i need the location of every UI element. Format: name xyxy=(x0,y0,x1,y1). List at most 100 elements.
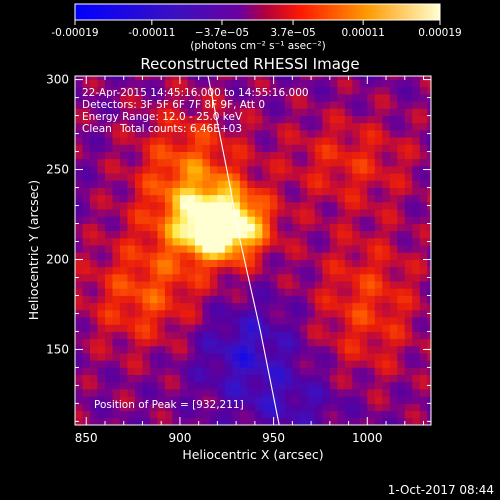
heatmap-cell xyxy=(194,129,203,138)
heatmap-cell xyxy=(292,317,301,325)
heatmap-cell xyxy=(224,345,233,354)
heatmap-cell xyxy=(374,324,383,332)
heatmap-cell xyxy=(419,209,428,217)
heatmap-cell xyxy=(412,237,421,246)
heatmap-cell xyxy=(202,180,211,188)
heatmap-cell xyxy=(329,410,338,419)
heatmap-cell xyxy=(269,295,278,304)
heatmap-cell xyxy=(307,165,316,174)
heatmap-cell xyxy=(142,417,151,425)
heatmap-cell xyxy=(142,381,151,390)
heatmap-cell xyxy=(179,144,188,152)
heatmap-cell xyxy=(149,331,158,340)
heatmap-cell xyxy=(269,302,278,311)
heatmap-cell xyxy=(404,345,413,354)
heatmap-cell xyxy=(374,396,383,404)
heatmap-cell xyxy=(232,381,241,390)
heatmap-cell xyxy=(337,173,346,181)
heatmap-cell xyxy=(329,266,338,275)
heatmap-cell xyxy=(254,353,263,361)
heatmap-cell xyxy=(397,417,406,425)
heatmap-cell xyxy=(82,259,91,268)
heatmap-cell xyxy=(344,137,353,145)
heatmap-cell xyxy=(389,417,398,425)
heatmap-cell xyxy=(374,223,383,232)
heatmap-cell xyxy=(269,209,278,217)
heatmap-cell xyxy=(164,367,173,376)
heatmap-cell xyxy=(104,216,113,224)
heatmap-cell xyxy=(337,237,346,246)
heatmap-cell xyxy=(209,360,218,368)
heatmap-cell xyxy=(104,324,113,332)
heatmap-cell xyxy=(172,259,181,268)
heatmap-cell xyxy=(75,137,83,145)
colorbar-ticks: -0.00019 -0.00011 −3.7e−05 3.7e−05 0.00011 0.… xyxy=(51,20,462,39)
heatmap-cell xyxy=(149,367,158,376)
heatmap-cell xyxy=(284,331,293,340)
heatmap-cell xyxy=(224,360,233,368)
heatmap-cell xyxy=(344,173,353,181)
heatmap-cell xyxy=(112,317,121,325)
heatmap-cell xyxy=(104,281,113,289)
heatmap-cell xyxy=(157,165,166,174)
heatmap-cell xyxy=(262,223,271,232)
heatmap-cell xyxy=(344,209,353,217)
heatmap-cell xyxy=(112,209,121,217)
heatmap-cell xyxy=(299,86,308,95)
heatmap-cell xyxy=(82,324,91,332)
heatmap-cell xyxy=(224,165,233,174)
heatmap-cell xyxy=(352,345,361,354)
heatmap-cell xyxy=(104,245,113,253)
heatmap-cell xyxy=(322,79,331,88)
heatmap-cell xyxy=(284,137,293,145)
heatmap-cell xyxy=(329,389,338,397)
heatmap-cell xyxy=(269,158,278,167)
heatmap-cell xyxy=(292,417,301,425)
heatmap-cell xyxy=(284,101,293,109)
heatmap-cell xyxy=(404,151,413,160)
heatmap-cell xyxy=(75,259,83,268)
heatmap-cell xyxy=(299,302,308,311)
heatmap-cell xyxy=(164,309,173,318)
heatmap-cell xyxy=(224,367,233,376)
heatmap-cell xyxy=(427,317,431,325)
heatmap-cell xyxy=(224,389,233,397)
heatmap-cell xyxy=(239,259,248,268)
heatmap-cell xyxy=(119,129,128,138)
heatmap-cell xyxy=(367,137,376,145)
heatmap-cell xyxy=(307,216,316,224)
heatmap-cell xyxy=(307,230,316,239)
heatmap-cell xyxy=(75,317,83,325)
heatmap-cell xyxy=(202,76,211,80)
heatmap-cell xyxy=(149,201,158,210)
heatmap-cell xyxy=(217,187,226,196)
heatmap-cell xyxy=(142,259,151,268)
heatmap-cell xyxy=(217,360,226,368)
heatmap-cell xyxy=(299,108,308,116)
heatmap-cell xyxy=(382,194,391,203)
heatmap-cell xyxy=(224,151,233,160)
heatmap-cell xyxy=(127,165,136,174)
heatmap-cell xyxy=(322,309,331,318)
heatmap-cell xyxy=(82,101,91,109)
heatmap-cell xyxy=(164,173,173,181)
heatmap-cell xyxy=(337,122,346,131)
heatmap-cell xyxy=(277,201,286,210)
heatmap-cell xyxy=(224,403,233,412)
heatmap-cell xyxy=(82,288,91,296)
heatmap-cell xyxy=(89,86,98,95)
heatmap-cell xyxy=(412,173,421,181)
heatmap-cell xyxy=(277,245,286,253)
heatmap-cell xyxy=(404,173,413,181)
heatmap-cell xyxy=(179,288,188,296)
heatmap-cell xyxy=(269,223,278,232)
heatmap-cell xyxy=(382,165,391,174)
heatmap-cell xyxy=(97,331,106,340)
heatmap-cell xyxy=(329,209,338,217)
heatmap-cell xyxy=(277,302,286,311)
heatmap-cell xyxy=(284,309,293,318)
heatmap-cell xyxy=(389,273,398,282)
heatmap-cell xyxy=(247,381,256,390)
heatmap-cell xyxy=(397,158,406,167)
heatmap-cell xyxy=(112,360,121,368)
